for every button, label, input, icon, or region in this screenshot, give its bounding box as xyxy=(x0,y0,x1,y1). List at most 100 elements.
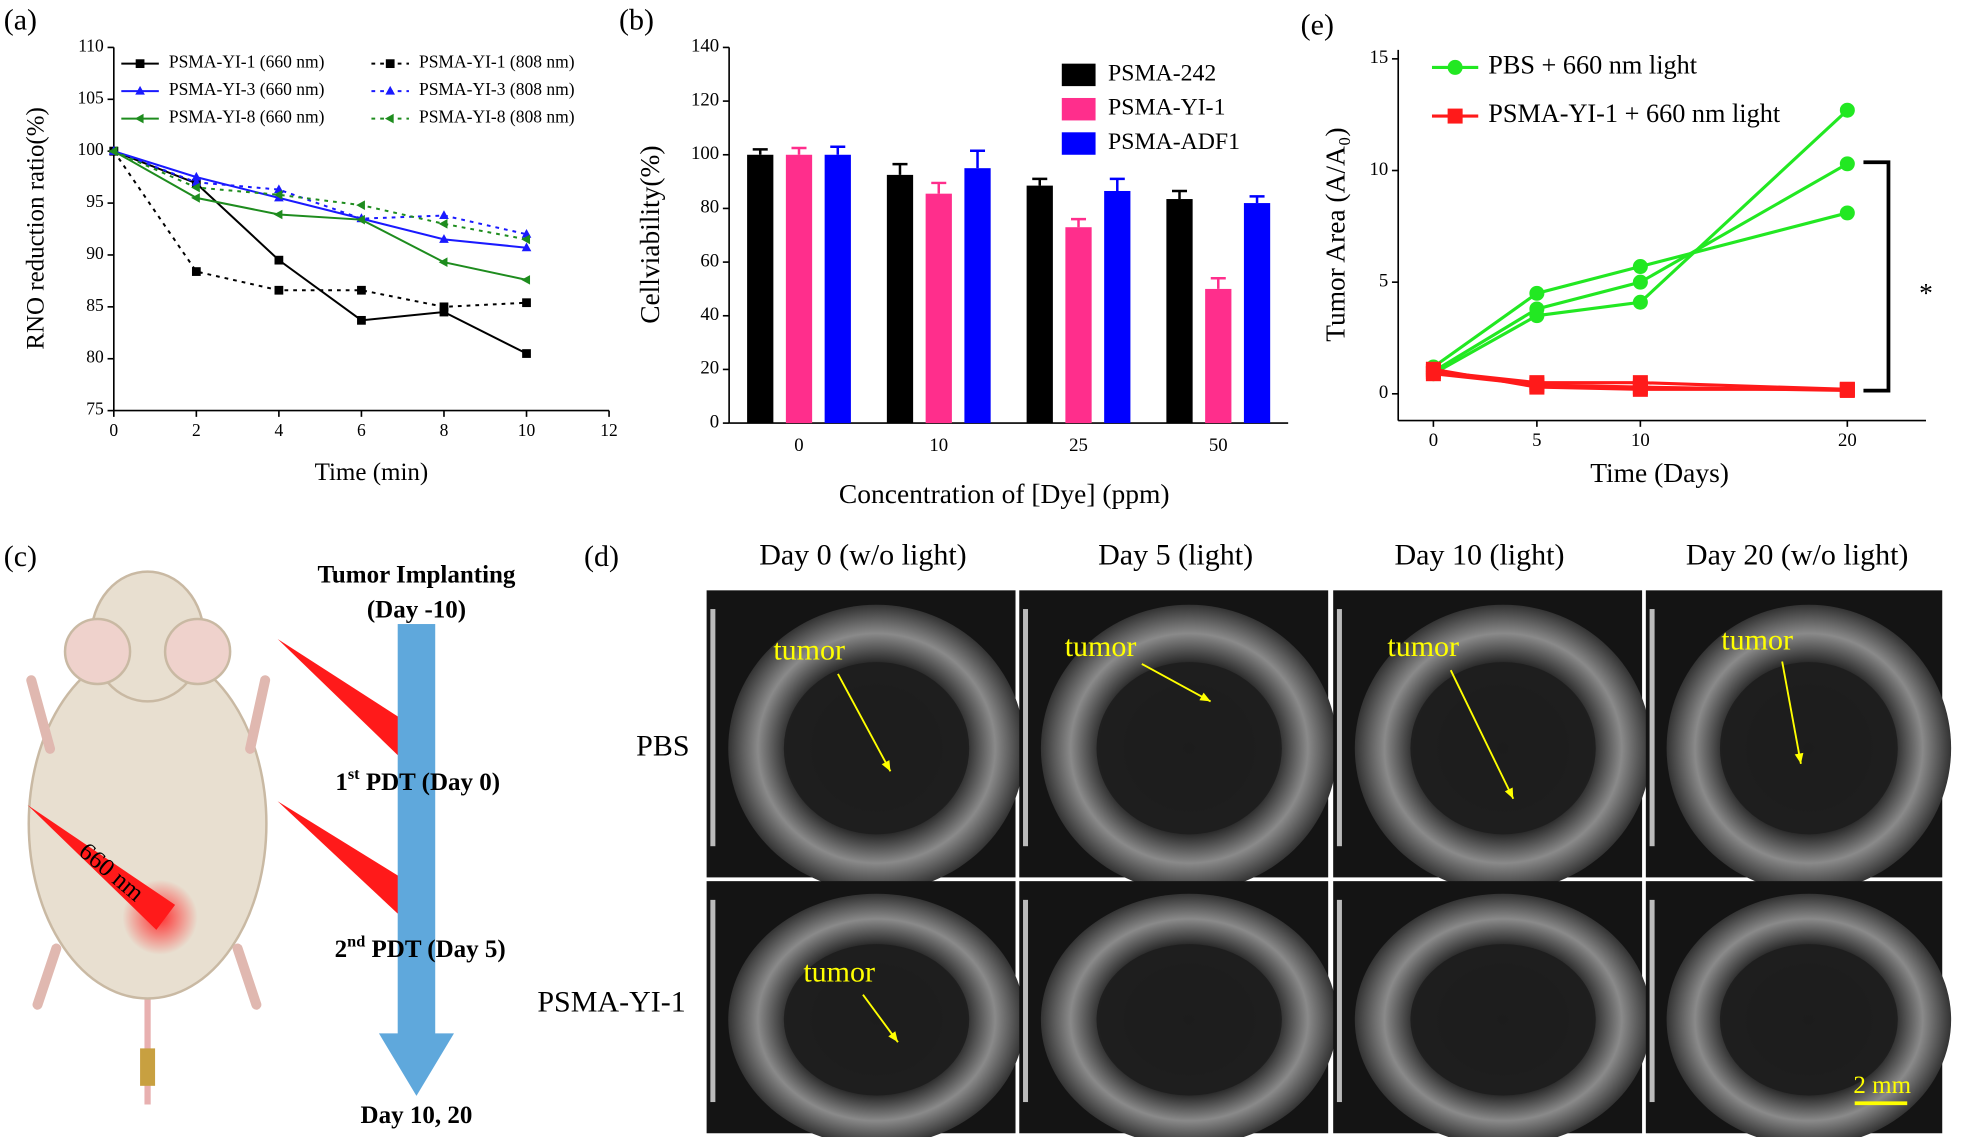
series-line xyxy=(113,150,527,249)
marker xyxy=(357,315,366,325)
marker xyxy=(439,210,449,220)
panel-label: (d) xyxy=(584,540,619,573)
x-tick-label: 6 xyxy=(357,420,366,440)
tumor-label: tumor xyxy=(1387,630,1459,663)
marker xyxy=(1632,381,1648,397)
legend-swatch xyxy=(1061,63,1096,87)
marker xyxy=(274,255,284,265)
bar xyxy=(824,154,851,424)
marker xyxy=(191,267,201,276)
x-tick-label: 5 xyxy=(1532,430,1541,451)
y-tick-label: 100 xyxy=(78,139,105,159)
arrow-head xyxy=(881,760,891,772)
tumor-region xyxy=(1410,662,1596,835)
depth-ruler xyxy=(1336,609,1342,847)
y-tick-label: 0 xyxy=(1379,382,1388,403)
marker xyxy=(135,59,145,69)
series-line xyxy=(112,150,527,308)
bar xyxy=(964,168,991,424)
legend-label: PSMA-YI-1 xyxy=(1108,95,1225,121)
timeline-arrow xyxy=(378,624,454,1096)
bar xyxy=(785,154,813,424)
marker xyxy=(521,242,532,252)
marker xyxy=(521,234,531,245)
legend-swatch xyxy=(1061,132,1096,155)
marker xyxy=(1632,259,1648,275)
x-tick-label: 50 xyxy=(1209,435,1228,456)
marker xyxy=(357,285,366,295)
column-header: Day 10 (light) xyxy=(1395,539,1565,572)
error-bar xyxy=(970,149,986,169)
error-bar xyxy=(1109,177,1125,191)
legend-label: PBS + 660 nm light xyxy=(1488,50,1697,79)
tumor-label: tumor xyxy=(773,634,845,667)
x-tick-label: 0 xyxy=(1429,430,1438,451)
timeline-step: 2nd PDT (Day 5) xyxy=(335,932,506,963)
y-tick-label: 75 xyxy=(86,399,104,419)
annotation-arrow xyxy=(1781,661,1802,764)
series-line xyxy=(113,150,527,236)
legend-label: PSMA-YI-3 (660 nm) xyxy=(169,79,325,99)
tumor-label: tumor xyxy=(1065,630,1137,663)
marker xyxy=(522,298,531,308)
marker xyxy=(1839,156,1855,172)
error-bar xyxy=(1249,195,1265,204)
bar xyxy=(1243,203,1271,424)
x-tick-label: 0 xyxy=(109,420,118,440)
y-tick-label: 80 xyxy=(700,197,719,218)
x-axis-title: Time (min) xyxy=(315,459,429,486)
error-bar xyxy=(830,145,846,155)
marker xyxy=(521,275,531,285)
x-tick-label: 20 xyxy=(1838,430,1857,451)
depth-ruler xyxy=(710,609,716,847)
marker xyxy=(1447,108,1463,124)
marker xyxy=(191,193,200,203)
error-bar xyxy=(1210,276,1226,289)
y-tick-label: 90 xyxy=(86,243,104,263)
y-tick-label: 120 xyxy=(691,89,719,110)
marker xyxy=(134,113,144,124)
x-tick-label: 8 xyxy=(440,420,449,440)
series-line xyxy=(113,150,527,355)
annotation-arrow xyxy=(1141,663,1212,703)
arrow-head xyxy=(888,1031,898,1043)
legend-label: PSMA-YI-1 + 660 nm light xyxy=(1488,99,1781,128)
x-tick-label: 10 xyxy=(1631,430,1650,451)
marker xyxy=(1839,205,1855,221)
bar xyxy=(925,193,952,424)
depth-ruler xyxy=(710,899,716,1103)
legend-swatch xyxy=(1061,97,1096,121)
marker xyxy=(1632,294,1648,310)
timeline-label: (Day -10) xyxy=(367,596,466,623)
error-bar xyxy=(752,148,768,155)
error-bar xyxy=(931,181,947,194)
panel-label: (e) xyxy=(1301,8,1334,41)
legend-label: PSMA-YI-1 (808 nm) xyxy=(419,52,575,72)
arrow-head xyxy=(1794,752,1804,764)
y-tick-label: 95 xyxy=(86,191,104,211)
series-line xyxy=(1432,211,1848,369)
timeline-step: 1st PDT (Day 0) xyxy=(335,765,500,796)
depth-ruler xyxy=(1336,899,1342,1103)
light-beams xyxy=(27,639,419,930)
error-bar xyxy=(1172,189,1188,200)
series-line xyxy=(1432,162,1849,373)
y-tick-label: 105 xyxy=(78,87,105,107)
y-axis-title: Cellviability(%) xyxy=(635,145,665,323)
y-axis-title: RNO reduction ratio(%) xyxy=(22,107,49,349)
bar xyxy=(886,174,914,424)
tumor-region xyxy=(1410,944,1596,1096)
step-suffix: st xyxy=(348,765,360,783)
legend-label: PSMA-YI-8 (808 nm) xyxy=(419,107,575,127)
y-tick-label: 100 xyxy=(691,143,719,164)
step-number: 2 xyxy=(335,936,347,963)
x-tick-label: 0 xyxy=(794,435,803,456)
y-tick-label: 0 xyxy=(710,411,719,432)
marker xyxy=(274,285,284,295)
error-bar xyxy=(892,162,908,175)
y-tick-label: 5 xyxy=(1379,270,1388,291)
row-label: PSMA-YI-1 xyxy=(537,986,685,1019)
marker xyxy=(273,209,283,220)
legend-label: PSMA-242 xyxy=(1108,60,1216,86)
